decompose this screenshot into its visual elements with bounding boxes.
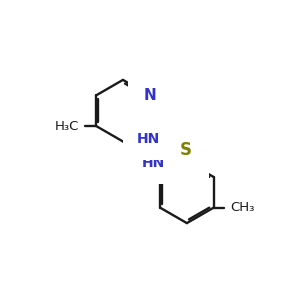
Text: H₃C: H₃C [55, 120, 79, 133]
Text: HN: HN [142, 156, 165, 170]
Text: HN: HN [136, 132, 160, 146]
Text: N: N [143, 88, 156, 103]
Text: N: N [181, 154, 193, 169]
Text: S: S [180, 141, 192, 159]
Text: CH₃: CH₃ [230, 201, 255, 214]
